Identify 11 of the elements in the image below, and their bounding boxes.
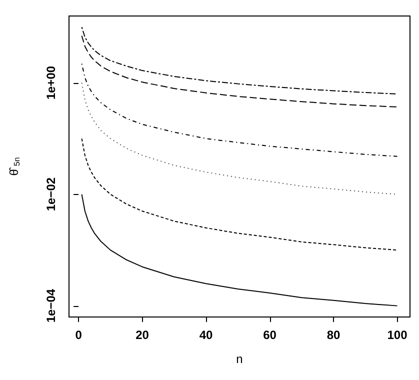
x-tick-label: 0 bbox=[75, 328, 82, 342]
y-axis-title: θ̂5n bbox=[7, 157, 22, 176]
y-tick-label: 1e+00 bbox=[44, 66, 58, 100]
x-tick-label: 40 bbox=[199, 328, 214, 342]
x-axis-title: n bbox=[236, 352, 243, 366]
x-tick-label: 80 bbox=[326, 328, 341, 342]
y-tick-label: 1e−02 bbox=[44, 177, 58, 212]
x-tick-label: 100 bbox=[387, 328, 408, 342]
x-tick-label: 20 bbox=[136, 328, 150, 342]
x-tick-label: 60 bbox=[263, 328, 277, 342]
y-tick-label: 1e−04 bbox=[44, 288, 58, 323]
